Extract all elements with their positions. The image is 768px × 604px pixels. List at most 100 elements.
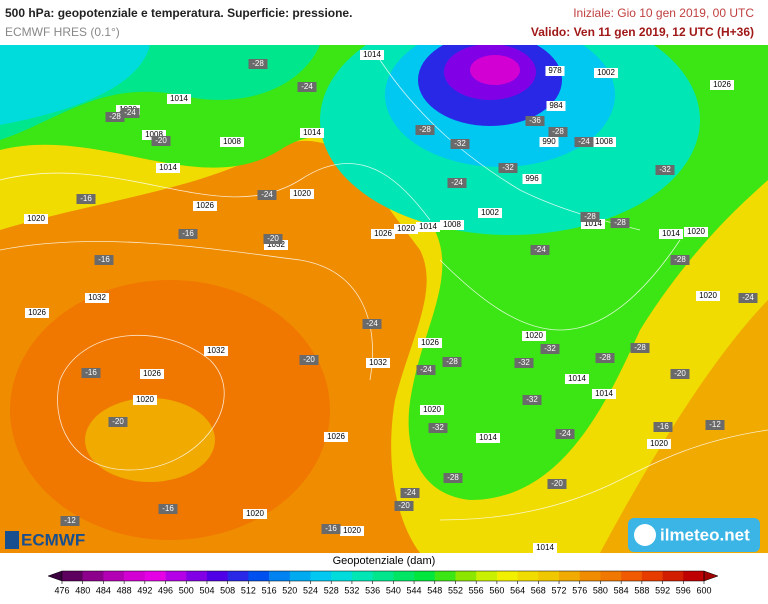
colorbar-segment [124, 571, 146, 581]
colorbar-segment [248, 571, 270, 581]
pressure-label-box [539, 137, 559, 147]
temperature-label: -28 [634, 343, 646, 352]
temperature-label: -24 [451, 178, 463, 187]
colorbar-tick-label: 600 [696, 585, 711, 595]
field [0, 45, 150, 125]
pressure-label: 1008 [145, 130, 163, 139]
pressure-label: 1026 [28, 308, 46, 317]
pressure-label-box [592, 137, 616, 147]
temperature-label: -36 [529, 116, 541, 125]
pressure-label: 1020 [650, 439, 668, 448]
pressure-label: 984 [549, 101, 563, 110]
temperature-label: -24 [261, 190, 273, 199]
temperature-label: -24 [742, 293, 754, 302]
temperature-label-box [105, 112, 125, 122]
map [0, 45, 768, 553]
temperature-label-box [670, 255, 690, 265]
model: ECMWF HRES (0.1°) [5, 25, 120, 39]
colorbar-segment [393, 571, 415, 581]
temperature-label-box [248, 59, 268, 69]
colorbar-segment [476, 571, 498, 581]
temperature-label: -24 [534, 245, 546, 254]
temperature-label-box [580, 212, 600, 222]
temperature-label-box [630, 343, 650, 353]
temperature-label-box [450, 139, 470, 149]
temperature-label-box [178, 229, 198, 239]
pressure-label-box [710, 80, 734, 90]
pressure-label: 1008 [223, 137, 241, 146]
colorbar-tick-label: 540 [386, 585, 401, 595]
temperature-label-box [522, 395, 542, 405]
pressure-label: 1002 [481, 208, 499, 217]
temperature-label: -28 [446, 357, 458, 366]
colorbar-segment [455, 571, 477, 581]
temperature-label-box [76, 194, 96, 204]
pressure-label: 1020 [687, 227, 705, 236]
temperature-label-box [60, 516, 80, 526]
pressure-label: 1032 [267, 240, 285, 249]
ilmeteo-icon [634, 524, 656, 546]
temperature-label-box [705, 420, 725, 430]
pressure-label: 1014 [303, 128, 321, 137]
temperature-labels: -28-24-28 -24-20-28-32-36-28-24-32-24-32-… [60, 59, 758, 534]
colorbar-tick-label: 572 [552, 585, 567, 595]
temperature-label-box [299, 355, 319, 365]
temperature-label: -20 [155, 136, 167, 145]
colorbar-segment [517, 571, 539, 581]
temperature-label: -28 [447, 473, 459, 482]
temperature-label: -24 [366, 319, 378, 328]
colorbar-tick-label: 492 [137, 585, 152, 595]
pressure-label-box [142, 130, 166, 140]
temperature-label: -24 [420, 365, 432, 374]
pressure-label: 1020 [343, 526, 361, 535]
temperature-label: -16 [85, 368, 97, 377]
colorbar-tick-label: 476 [54, 585, 69, 595]
colorbar-segment [165, 571, 187, 581]
temperature-label: -16 [162, 504, 174, 513]
pressure-label: 1020 [293, 189, 311, 198]
temperature-label-box [498, 163, 518, 173]
pressure-label-box [394, 224, 418, 234]
title: 500 hPa: geopotenziale e temperatura. Su… [5, 6, 352, 20]
colorbar-segment [579, 571, 601, 581]
temperature-label: -20 [398, 501, 410, 510]
temperature-label: -32 [502, 163, 514, 172]
temperature-label: -28 [252, 59, 264, 68]
colorbar-segment [331, 571, 353, 581]
temperature-label: -16 [80, 194, 92, 203]
colorbar-segment [82, 571, 104, 581]
colorbar-segment [372, 571, 394, 581]
colorbar-segment [351, 571, 373, 581]
ecmwf-logo: ECMWF [21, 530, 85, 549]
temperature-label: -16 [182, 229, 194, 238]
temperature-label-box [670, 369, 690, 379]
pressure-labels: 1014 978 1002 1026 1014 1020 1008 1008 1014 984 99… [24, 50, 734, 553]
pressure-label: 1020 [397, 224, 415, 233]
pressure-label-box [594, 68, 618, 78]
pressure-label-box [581, 219, 605, 229]
temperature-label-box [548, 127, 568, 137]
temperature-label-box [94, 255, 114, 265]
pressure-label-box [371, 229, 395, 239]
temperature-label: -28 [614, 218, 626, 227]
temperature-label: -20 [267, 234, 279, 243]
temperature-label-box [151, 136, 171, 146]
pressure-label-box [204, 346, 228, 356]
colorbar-segment [144, 571, 166, 581]
temperature-label: -24 [578, 137, 590, 146]
pressure-label-box [366, 358, 390, 368]
temperature-label-box [257, 190, 277, 200]
pressure-label: 1020 [699, 291, 717, 300]
pressure-label: 1020 [525, 331, 543, 340]
colorbar-tick-label: 556 [469, 585, 484, 595]
pressure-label-box [193, 201, 217, 211]
temperature-label: -16 [325, 524, 337, 533]
pressure-label-box [24, 214, 48, 224]
pressure-label-box [25, 308, 49, 318]
colorbar-tick-label: 508 [220, 585, 235, 595]
pressure-label: 1002 [597, 68, 615, 77]
field [600, 300, 768, 553]
colorbar-tick-label: 524 [303, 585, 318, 595]
colorbar-segment [62, 571, 84, 581]
